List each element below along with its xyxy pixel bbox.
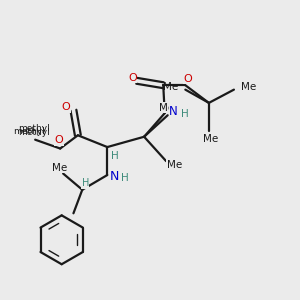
Text: Me: Me [163, 82, 178, 92]
Text: O: O [62, 102, 70, 112]
Text: H: H [82, 178, 89, 188]
Text: Me: Me [52, 163, 67, 173]
Text: H: H [121, 173, 129, 183]
Text: methyl: methyl [18, 124, 50, 133]
Text: N: N [169, 105, 178, 118]
Text: Me: Me [159, 103, 174, 113]
Text: O: O [54, 135, 63, 145]
Text: methyl: methyl [18, 128, 50, 137]
Text: O: O [183, 74, 192, 84]
Text: Me: Me [167, 160, 182, 170]
Text: Me: Me [203, 134, 218, 144]
Text: H: H [181, 109, 189, 119]
Text: methyl: methyl [13, 127, 45, 136]
Text: Me: Me [241, 82, 256, 92]
Text: N: N [110, 170, 119, 183]
Text: H: H [111, 151, 119, 161]
Text: O: O [128, 73, 137, 83]
